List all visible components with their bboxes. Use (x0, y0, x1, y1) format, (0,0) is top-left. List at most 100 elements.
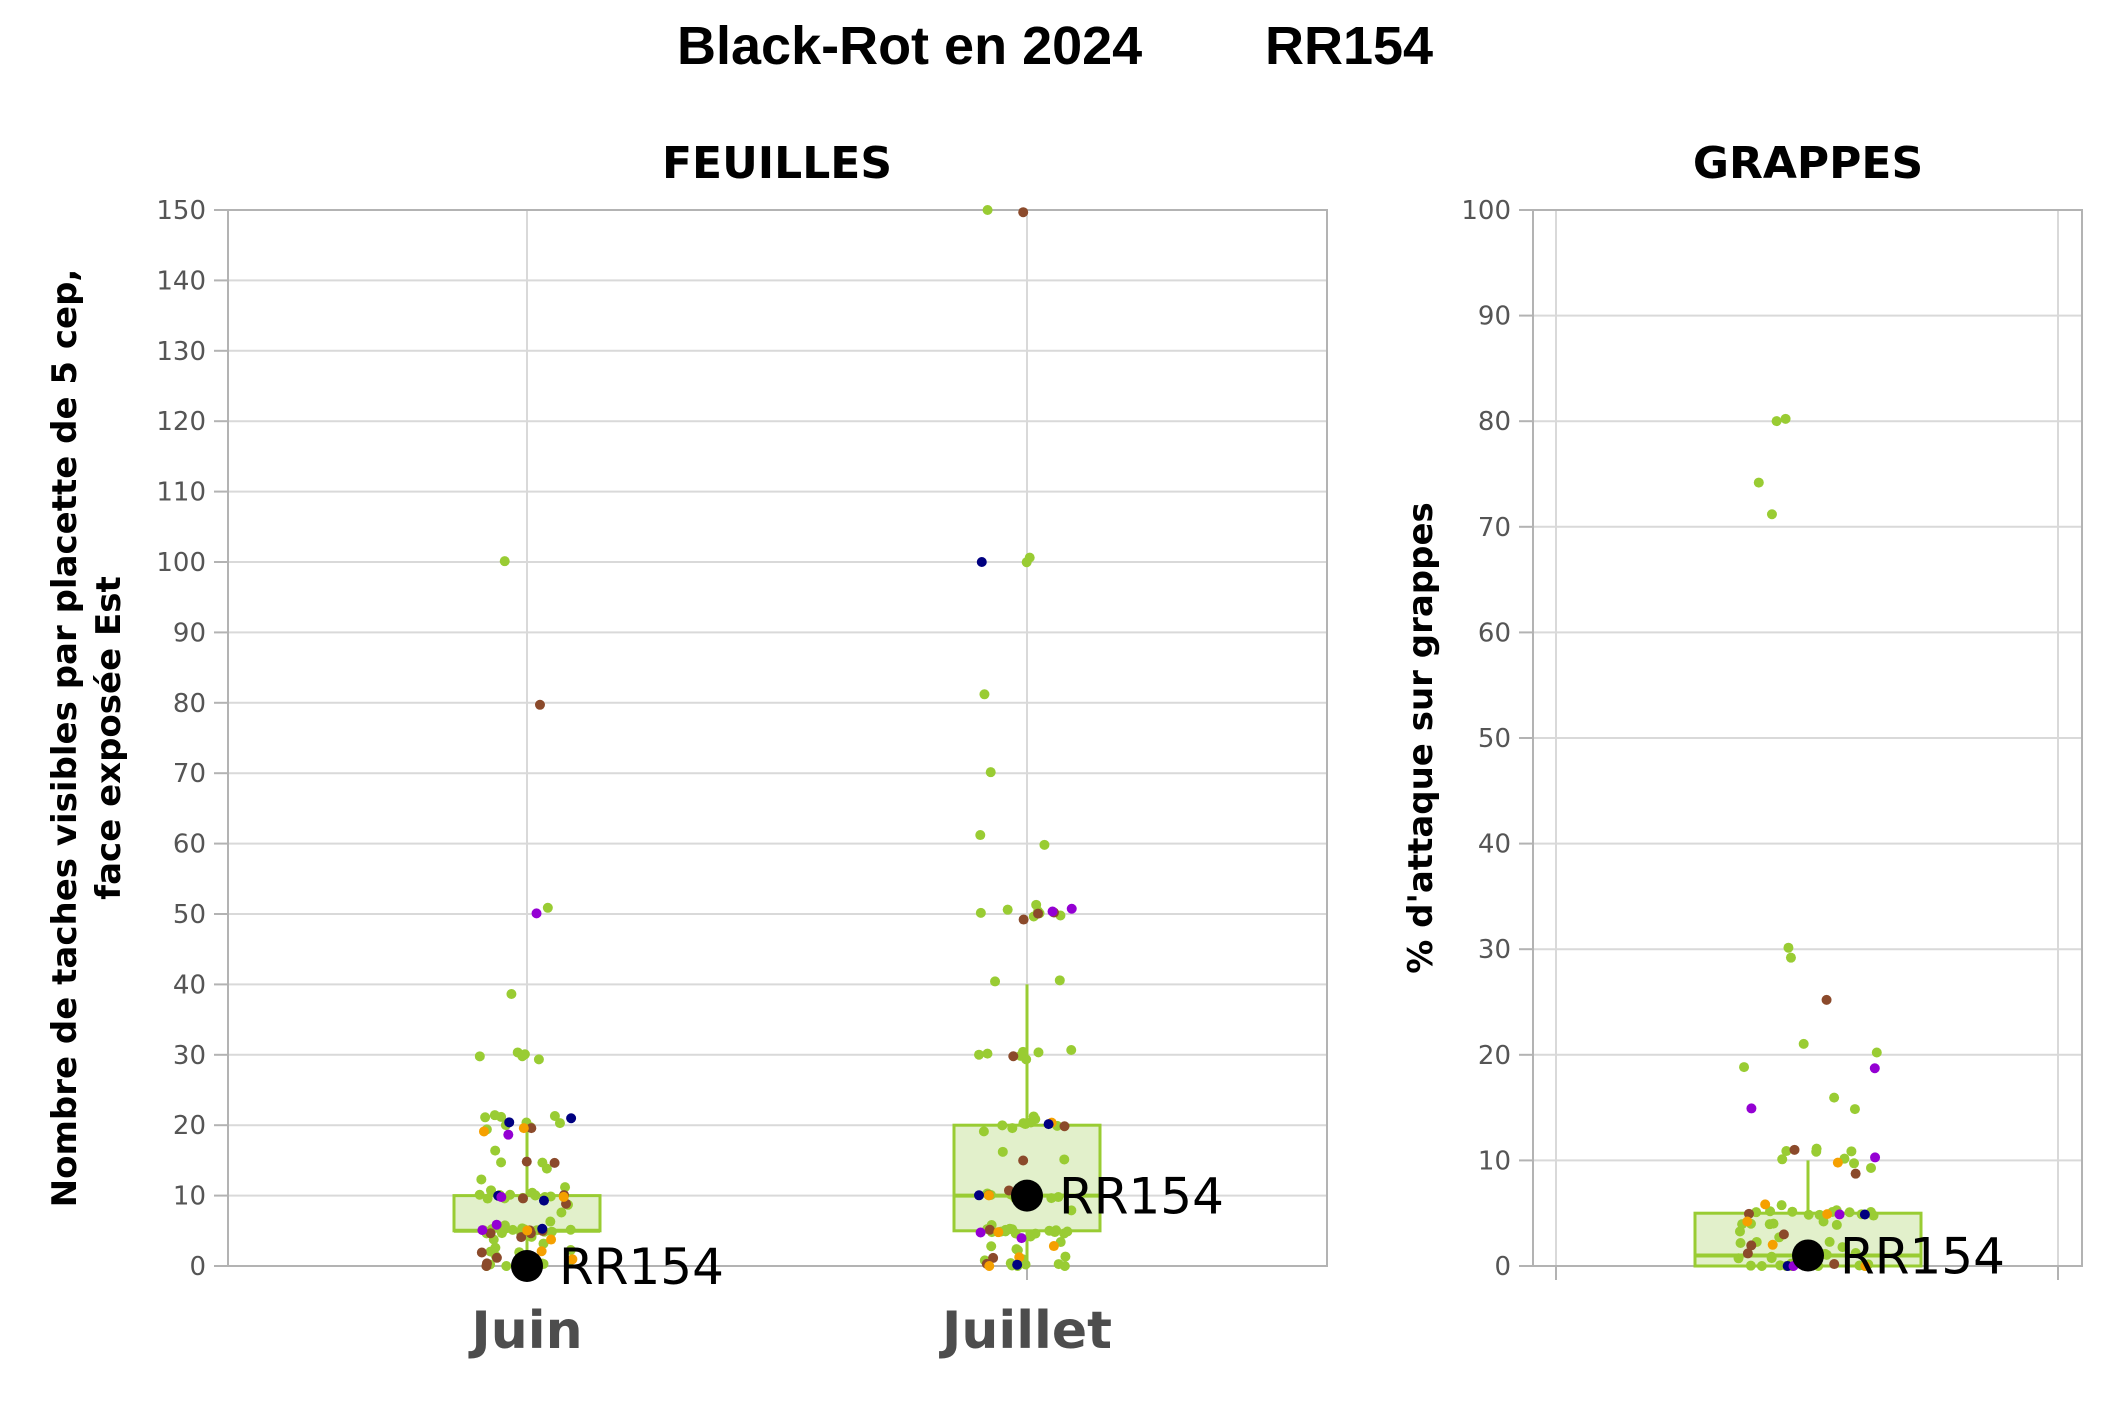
data-point (1824, 1236, 1835, 1247)
y-tick-label: 110 (156, 478, 206, 508)
data-point (1844, 1207, 1855, 1218)
data-point (486, 1185, 497, 1196)
data-point (538, 1195, 549, 1206)
data-point (1753, 477, 1764, 488)
y-tick-label: 60 (1478, 618, 1511, 648)
y-tick-label: 150 (156, 196, 206, 226)
data-point (565, 1245, 576, 1256)
y-tick-label: 90 (173, 618, 206, 648)
data-point (1781, 1146, 1792, 1157)
grappes-panel: GRAPPES 0 10 20 30 40 50 60 70 80 90 100 % d'attaque… (1401, 138, 2083, 1285)
data-point (1018, 914, 1029, 925)
data-point (1832, 1157, 1843, 1168)
reference-label: RR154 (559, 1238, 724, 1296)
data-point (1760, 1199, 1771, 1210)
data-point (516, 1232, 527, 1243)
y-tick-label: 50 (173, 900, 206, 930)
panel-title: FEUILLES (662, 138, 892, 189)
data-point (1016, 1233, 1027, 1244)
data-point (1030, 1114, 1041, 1125)
data-point (985, 767, 996, 778)
data-point (534, 699, 545, 710)
data-point (490, 1145, 501, 1156)
y-axis-title-line2: face exposée Est (89, 576, 129, 899)
data-point (978, 1126, 989, 1137)
reference-point (511, 1250, 543, 1282)
chart-title-left: Black-Rot en 2024 (677, 16, 1142, 76)
data-point (545, 1216, 556, 1227)
data-point (979, 689, 990, 700)
y-tick-label: 100 (156, 548, 206, 578)
data-point (1018, 1155, 1029, 1166)
data-point (554, 1118, 565, 1129)
data-point (997, 1120, 1008, 1131)
data-point (1033, 908, 1044, 919)
data-point (1015, 1050, 1026, 1061)
data-point (984, 1224, 995, 1235)
reference-label: RR154 (1059, 1168, 1224, 1226)
data-point (549, 1157, 560, 1168)
y-tick-label: 80 (173, 689, 206, 719)
data-point (526, 1123, 537, 1134)
data-point (1785, 952, 1796, 963)
data-point (1870, 1152, 1881, 1163)
data-point (1831, 1219, 1842, 1230)
data-point (975, 907, 986, 918)
data-point (1787, 1206, 1798, 1217)
data-point (1066, 1045, 1077, 1056)
box-iqr (952, 1123, 1102, 1233)
data-point (1745, 1260, 1756, 1271)
data-point (1859, 1209, 1870, 1220)
data-point (499, 1220, 510, 1231)
data-point (1768, 1218, 1779, 1229)
data-point (1868, 1210, 1879, 1221)
data-point (496, 1192, 507, 1203)
data-point (491, 1252, 502, 1263)
data-point (504, 1117, 515, 1128)
data-point (1047, 906, 1058, 917)
data-point (1030, 1228, 1041, 1239)
y-tick-label: 90 (1478, 302, 1511, 332)
data-point (1066, 903, 1077, 914)
data-point (1054, 975, 1065, 986)
data-point (997, 1146, 1008, 1157)
y-tick-label: 40 (1478, 830, 1511, 860)
reference-point (1011, 1179, 1043, 1212)
data-point (517, 1051, 528, 1062)
data-point (986, 1241, 997, 1252)
data-point (982, 1048, 993, 1059)
data-point (496, 1157, 507, 1168)
data-point (1865, 1162, 1876, 1173)
data-point (546, 1226, 557, 1237)
data-point (982, 205, 993, 215)
data-point (1821, 1249, 1832, 1260)
y-tick-label: 10 (1478, 1146, 1511, 1176)
plot-frame (227, 209, 1328, 1267)
data-point (1746, 1103, 1757, 1114)
data-point (1783, 942, 1794, 953)
data-point (1803, 1209, 1814, 1220)
data-point (1743, 1208, 1754, 1219)
data-point (481, 1258, 492, 1269)
data-point (1821, 994, 1832, 1005)
data-point (560, 1182, 571, 1193)
data-point (1060, 1251, 1071, 1262)
data-point (1789, 1144, 1800, 1155)
data-point (566, 1113, 577, 1124)
data-point (1031, 899, 1042, 910)
y-axis-title: % d'attaque sur grappes (1401, 502, 1441, 974)
data-point (1011, 1244, 1022, 1255)
data-point (1033, 1047, 1044, 1058)
y-tick-label: 60 (173, 830, 206, 860)
y-tick-label: 80 (1478, 407, 1511, 437)
data-point (1776, 1200, 1787, 1211)
data-point (993, 1227, 1004, 1238)
data-point (1024, 552, 1035, 563)
data-point (1002, 904, 1013, 915)
data-point (984, 1260, 995, 1271)
data-point (1860, 1261, 1871, 1271)
data-point (474, 1189, 485, 1200)
data-point (501, 1261, 512, 1271)
data-point (1780, 413, 1791, 424)
chart-title-right: RR154 (1265, 16, 1433, 76)
